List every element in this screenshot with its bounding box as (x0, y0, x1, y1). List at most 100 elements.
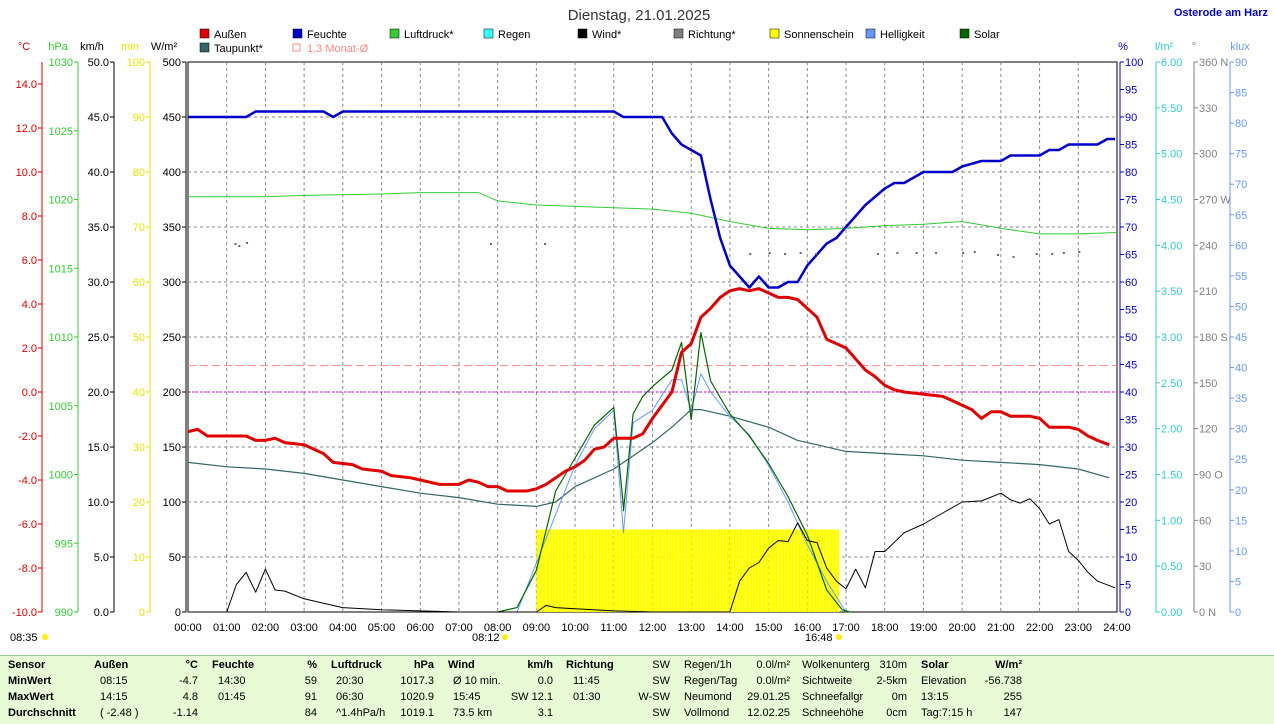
sonnenschein-bar (665, 529, 669, 612)
tick-label-wm2: 450 (163, 112, 181, 124)
tick-label-deg: 60 (1199, 515, 1211, 527)
legend-label: Feuchte (307, 29, 347, 41)
tick-label-wm2: 250 (163, 332, 181, 344)
sonnenschein-bar (697, 529, 701, 612)
tick-label-kmh: 50.0 (88, 57, 109, 69)
sonnenschein-bar (739, 529, 743, 612)
tick-label-min: 80 (133, 167, 145, 179)
tick-label-pct: 90 (1125, 112, 1137, 124)
solar-value: -56.738 (984, 675, 1022, 687)
luftdruck-value: 1017.3 (400, 675, 434, 687)
sonnenschein-bar (591, 529, 595, 612)
time-label: 23:00 (1065, 622, 1093, 634)
chart-title: Dienstag, 21.01.2025 (568, 7, 711, 24)
legend-label: Regen (498, 29, 530, 41)
regen-label: Vollmond (684, 707, 730, 719)
tick-label-lm2: 6.00 (1161, 57, 1182, 69)
tick-label-kmh: 20.0 (88, 387, 109, 399)
solar-label: Tag:7:15 h (921, 707, 973, 719)
tick-label-pct: 85 (1125, 140, 1137, 152)
sonnenschein-bar (717, 529, 721, 612)
sonnenschein-bar (762, 529, 766, 612)
sonnenschein-bar (629, 529, 633, 612)
richtung-dot (1035, 253, 1038, 255)
time-label: 03:00 (290, 622, 318, 634)
sonnenschein-bar (736, 529, 740, 612)
sonnenschein-bar (791, 529, 795, 612)
tick-label-wm2: 100 (163, 497, 181, 509)
legend-swatch (199, 42, 210, 53)
sonnenschein-bar (575, 529, 579, 612)
sonnenschein-bar (836, 529, 840, 612)
wolken-label: Schneefallgr (802, 691, 864, 703)
sonnenschein-bar (536, 529, 540, 612)
sonnenschein-bar (707, 529, 711, 612)
wolken-label: Wolkenunterg (802, 659, 870, 671)
time-label: 12:00 (639, 622, 667, 634)
aussen-value: 4.8 (182, 691, 198, 703)
tick-label-klux: 80 (1235, 118, 1247, 130)
sonnenschein-bar (755, 529, 759, 612)
tick-label-deg: 90 O (1199, 470, 1223, 482)
tick-label-klux: 15 (1235, 515, 1247, 527)
regen-value: 0.0l/m² (756, 675, 790, 687)
legend-swatch (389, 28, 400, 39)
richtung-dot (234, 243, 237, 245)
richtung-dot (896, 252, 899, 254)
sonnenschein-bar (652, 529, 656, 612)
tick-label-min: 30 (133, 442, 145, 454)
sonnenschein-bar (578, 529, 582, 612)
legend-swatch (292, 28, 303, 39)
legend-label: Helligkeit (880, 29, 925, 41)
richtung-dot (935, 252, 938, 254)
tick-label-kmh: 30.0 (88, 277, 109, 289)
richtung-dot (238, 245, 241, 247)
sonnenschein-bar (558, 529, 562, 612)
time-label: 15:00 (755, 622, 783, 634)
tick-label-klux: 30 (1235, 424, 1247, 436)
tick-label-klux: 5 (1235, 576, 1241, 588)
richtung-dot (1062, 252, 1065, 254)
tick-label-pct: 25 (1125, 470, 1137, 482)
richtung-time: 01:30 (573, 691, 601, 703)
sonnenschein-bar (823, 529, 827, 612)
header-unit: SW (652, 659, 670, 671)
legend-label: Solar (974, 29, 1000, 41)
sunset-label: 16:48 (805, 632, 833, 644)
sonnenschein-bar (829, 529, 833, 612)
tick-label-klux: 25 (1235, 454, 1247, 466)
sonnenschein-bar (694, 529, 698, 612)
legend-swatch (292, 43, 301, 52)
luftdruck-value: 1020.9 (400, 691, 434, 703)
sonnenschein-bar (794, 529, 798, 612)
tick-label-temp: 4.0 (22, 299, 37, 311)
tick-label-pct: 60 (1125, 277, 1137, 289)
sonnenschein-bar (662, 529, 666, 612)
sonnenschein-bar (671, 529, 675, 612)
tick-label-deg: 330 (1199, 103, 1217, 115)
tick-label-lm2: 3.00 (1161, 332, 1182, 344)
tick-label-hpa: 1000 (49, 470, 73, 482)
wind-value: SW 12.1 (510, 691, 553, 703)
time-label: 24:00 (1103, 622, 1131, 634)
wolken-value: 0m (891, 691, 907, 703)
luftdruck-value: 1019.1 (400, 707, 434, 719)
sunrise-early-label: 08:35 (10, 632, 38, 644)
sonnenschein-bar (833, 529, 837, 612)
regen-label: Neumond (684, 691, 732, 703)
sunrise-label: 08:12 (472, 632, 500, 644)
tick-label-hpa: 1025 (49, 126, 73, 138)
location-label: Osterode am Harz (1174, 7, 1269, 19)
tick-label-deg: 150 (1199, 378, 1217, 390)
legend-label: Richtung* (688, 29, 736, 41)
aussen-time: ( -2.48 ) (100, 707, 139, 719)
tick-label-kmh: 5.0 (94, 552, 109, 564)
time-label: 16:00 (794, 622, 822, 634)
header-unit: hPa (413, 659, 434, 671)
regen-label: Regen/Tag (684, 675, 738, 687)
tick-label-klux: 85 (1235, 88, 1247, 100)
richtung-dot (997, 254, 1000, 256)
richtung-dot (877, 253, 880, 255)
legend-label: Taupunkt* (214, 43, 264, 55)
time-label: 05:00 (368, 622, 396, 634)
